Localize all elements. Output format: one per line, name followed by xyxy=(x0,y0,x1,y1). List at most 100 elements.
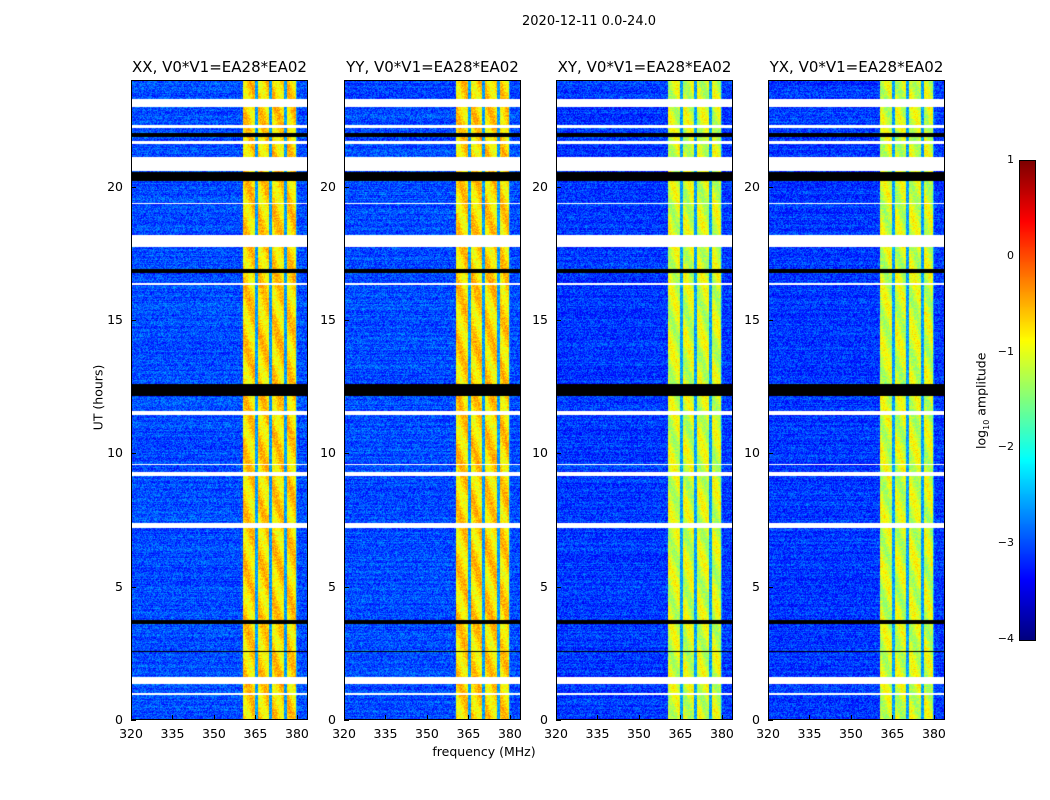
x-tick-label: 350 xyxy=(839,726,863,741)
y-tick-label: 10 xyxy=(744,445,760,461)
y-tick-mark xyxy=(768,186,773,188)
x-tick-mark xyxy=(131,715,132,720)
y-tick-mark xyxy=(131,586,136,588)
heatmap-image xyxy=(344,80,521,720)
waterfall-panel-0: XX, V0*V1=EA28*EA02 320 335 350 365 380 0 5 10 15… xyxy=(107,58,309,741)
y-axis-label: UT (hours) xyxy=(90,364,106,431)
y-tick-mark xyxy=(131,720,136,721)
x-tick-label: 320 xyxy=(119,726,143,741)
y-tick-label: 20 xyxy=(532,178,548,194)
y-tick-label: 15 xyxy=(320,312,336,327)
y-tick-mark xyxy=(768,320,773,321)
x-tick-mark xyxy=(509,715,511,720)
y-tick-mark xyxy=(131,186,136,188)
x-tick-label: 380 xyxy=(922,726,946,741)
x-tick-mark xyxy=(597,715,599,720)
x-tick-label: 320 xyxy=(332,726,356,741)
heatmap-image xyxy=(556,80,733,720)
x-tick-mark xyxy=(721,715,723,720)
colorbar-tick-label: 1 xyxy=(1007,153,1014,166)
colorbar xyxy=(1019,160,1036,641)
y-tick-label: 0 xyxy=(328,712,336,727)
y-tick-label: 5 xyxy=(115,578,123,594)
colorbar-label: log10 amplitude xyxy=(973,352,991,449)
y-tick-label: 0 xyxy=(540,712,548,727)
colorbar-tick-label: −1 xyxy=(997,344,1014,358)
y-tick-mark xyxy=(344,453,349,455)
panel-title: YX, V0*V1=EA28*EA02 xyxy=(769,58,944,76)
x-tick-label: 350 xyxy=(627,726,651,741)
x-tick-mark xyxy=(892,715,894,720)
colorbar-tick-label: −4 xyxy=(997,632,1014,645)
y-tick-label: 5 xyxy=(328,578,336,594)
x-tick-mark xyxy=(680,715,682,720)
y-tick-label: 0 xyxy=(752,712,760,727)
x-tick-mark xyxy=(213,715,215,720)
x-tick-label: 365 xyxy=(668,726,693,741)
y-tick-mark xyxy=(556,453,561,455)
x-axis-label: frequency (MHz) xyxy=(432,744,536,759)
x-tick-label: 320 xyxy=(544,726,568,741)
colorbar-tick-label: 0 xyxy=(1007,248,1014,262)
panel-title: YY, V0*V1=EA28*EA02 xyxy=(346,58,519,76)
heatmap-image xyxy=(131,80,308,720)
y-tick-label: 0 xyxy=(115,712,123,727)
y-tick-label: 10 xyxy=(532,445,548,461)
waterfall-panel-2: XY, V0*V1=EA28*EA02 320 335 350 365 380 0 5 10 15… xyxy=(532,58,734,741)
y-tick-mark xyxy=(556,320,561,321)
waterfall-panel-3: YX, V0*V1=EA28*EA02 320 335 350 365 380 0 5 10 15… xyxy=(744,58,946,741)
x-tick-label: 335 xyxy=(797,726,822,741)
y-tick-label: 15 xyxy=(744,312,760,327)
panel-title: XY, V0*V1=EA28*EA02 xyxy=(557,58,732,76)
y-tick-label: 20 xyxy=(744,178,760,194)
heatmap-image xyxy=(768,80,945,720)
x-tick-label: 365 xyxy=(880,726,905,741)
x-tick-label: 365 xyxy=(456,726,481,741)
y-tick-label: 20 xyxy=(107,178,123,194)
x-tick-mark xyxy=(768,715,769,720)
y-tick-mark xyxy=(768,453,773,455)
y-tick-label: 5 xyxy=(540,578,548,594)
x-tick-mark xyxy=(296,715,298,720)
x-tick-label: 350 xyxy=(415,726,439,741)
x-tick-mark xyxy=(850,715,852,720)
figure-title: 2020-12-11 0.0-24.0 xyxy=(522,14,656,29)
x-tick-mark xyxy=(426,715,428,720)
axes-frame xyxy=(131,80,308,720)
axes-frame xyxy=(556,80,733,720)
axes-frame xyxy=(344,80,521,720)
y-tick-label: 15 xyxy=(107,312,123,327)
panel-title: XX, V0*V1=EA28*EA02 xyxy=(132,58,307,76)
y-tick-label: 20 xyxy=(320,178,336,194)
y-tick-mark xyxy=(556,186,561,188)
x-tick-label: 320 xyxy=(756,726,780,741)
x-tick-mark xyxy=(638,715,640,720)
x-tick-mark xyxy=(344,715,345,720)
colorbar-tick-label: −3 xyxy=(997,536,1014,550)
x-tick-label: 365 xyxy=(243,726,268,741)
x-tick-mark xyxy=(172,715,174,720)
axes-frame xyxy=(768,80,945,720)
y-tick-mark xyxy=(344,320,349,321)
y-tick-mark xyxy=(131,320,136,321)
y-tick-mark xyxy=(768,586,773,588)
x-tick-label: 335 xyxy=(585,726,610,741)
y-tick-mark xyxy=(344,586,349,588)
y-tick-mark xyxy=(556,720,561,721)
y-tick-mark xyxy=(556,586,561,588)
x-tick-mark xyxy=(933,715,935,720)
x-tick-mark xyxy=(556,715,557,720)
x-tick-label: 380 xyxy=(285,726,309,741)
x-tick-label: 335 xyxy=(373,726,398,741)
y-tick-mark xyxy=(344,186,349,188)
x-tick-mark xyxy=(255,715,257,720)
x-tick-label: 335 xyxy=(160,726,185,741)
x-tick-label: 350 xyxy=(202,726,226,741)
y-tick-mark xyxy=(131,453,136,455)
y-tick-label: 10 xyxy=(320,445,336,461)
x-tick-label: 380 xyxy=(710,726,734,741)
y-tick-label: 10 xyxy=(107,445,123,461)
x-tick-mark xyxy=(385,715,387,720)
x-tick-mark xyxy=(468,715,470,720)
